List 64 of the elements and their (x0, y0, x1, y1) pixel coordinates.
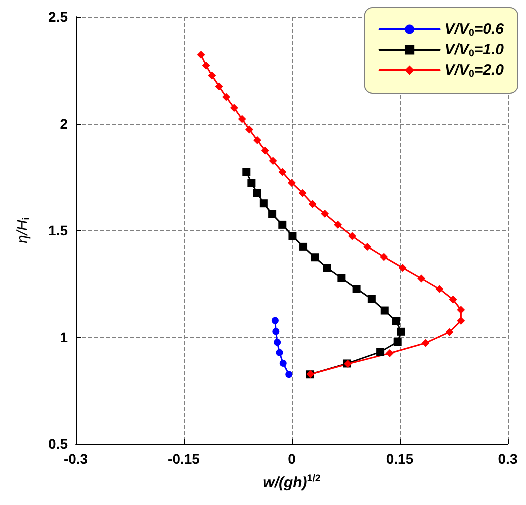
point (261, 146, 270, 155)
point (352, 285, 361, 293)
point (457, 317, 466, 326)
point (242, 168, 251, 176)
y-tick-label: 2 (60, 116, 68, 132)
y-tick-label: 1.5 (48, 222, 68, 238)
point (308, 200, 317, 208)
y-axis-title: η/Hi (14, 217, 32, 244)
point (288, 232, 297, 240)
point (246, 126, 254, 134)
point (436, 285, 444, 294)
point (274, 339, 282, 346)
y-tick-label: 0.5 (48, 436, 68, 452)
point (286, 371, 293, 378)
point (321, 210, 330, 218)
point (215, 82, 224, 91)
point (300, 242, 308, 251)
point (380, 306, 389, 315)
point (276, 349, 284, 356)
point (208, 72, 216, 80)
point (269, 157, 278, 166)
point (386, 349, 394, 358)
point (398, 264, 407, 272)
point (334, 220, 342, 229)
point (457, 306, 466, 314)
point (288, 179, 296, 188)
point (202, 62, 210, 70)
point (392, 317, 400, 326)
point (449, 296, 458, 304)
point (311, 254, 320, 262)
point (376, 348, 385, 356)
point (272, 317, 279, 324)
point (323, 264, 332, 272)
point (253, 136, 262, 144)
point (394, 338, 402, 346)
point (222, 93, 230, 102)
point (230, 104, 238, 112)
point (368, 295, 376, 304)
point (260, 200, 268, 208)
x-tick-label: 0 (288, 451, 296, 467)
point (253, 189, 262, 198)
x-tick-label: -0.3 (64, 451, 88, 467)
point (380, 253, 388, 262)
point (298, 189, 307, 198)
point (280, 360, 287, 368)
point (397, 328, 406, 336)
point (197, 51, 206, 60)
point (446, 328, 454, 336)
point (418, 274, 426, 283)
point (272, 328, 280, 336)
y-tick-label: 1 (60, 329, 68, 346)
point (338, 274, 346, 282)
point (364, 242, 372, 251)
x-tick-label: -0.15 (168, 451, 200, 467)
point (248, 179, 256, 188)
point (278, 168, 287, 176)
point (348, 232, 356, 240)
x-tick-label: 0.3 (498, 451, 518, 467)
point (278, 220, 287, 229)
point (268, 210, 277, 218)
point (422, 339, 430, 348)
y-tick-label: 2.5 (48, 9, 68, 25)
point (238, 115, 246, 124)
x-tick-label: 0.15 (386, 451, 414, 467)
